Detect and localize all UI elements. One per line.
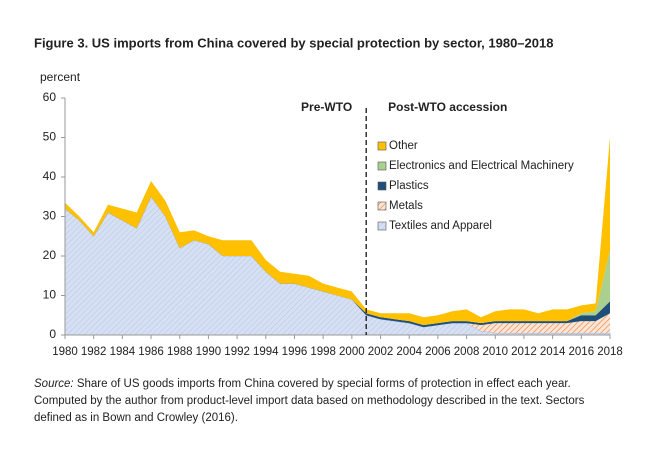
- legend-label: Metals: [389, 200, 423, 212]
- x-tick-label: 1992: [224, 346, 250, 358]
- y-tick-label: 60: [43, 90, 57, 104]
- x-tick-label: 2006: [425, 346, 451, 358]
- legend-swatch: [377, 181, 387, 191]
- legend-swatch: [377, 141, 387, 151]
- x-tick-label: 1988: [167, 346, 193, 358]
- x-tick-label: 1982: [81, 346, 107, 358]
- y-tick-label: 40: [43, 169, 57, 183]
- source-note: Source: Share of US goods imports from C…: [34, 376, 614, 427]
- y-tick-label: 0: [49, 327, 56, 341]
- x-tick-label: 2012: [511, 346, 537, 358]
- y-tick-label: 50: [43, 130, 57, 144]
- chart: Figure 3. US imports from China covered …: [34, 35, 623, 358]
- x-tick-label: 2008: [454, 346, 480, 358]
- y-tick-label: 20: [43, 248, 57, 262]
- x-tick-label: 2004: [396, 346, 422, 358]
- x-tick-label: 1986: [138, 346, 164, 358]
- legend-label: Textiles and Apparel: [389, 220, 492, 232]
- legend-label: Electronics and Electrical Machinery: [389, 160, 574, 172]
- legend-label: Plastics: [389, 180, 429, 192]
- x-tick-label: 1990: [196, 346, 222, 358]
- source-text: Share of US goods imports from China cov…: [34, 378, 585, 424]
- x-tick-label: 2002: [368, 346, 394, 358]
- legend-swatch: [377, 201, 387, 211]
- x-tick-label: 2016: [569, 346, 595, 358]
- area: [65, 137, 610, 326]
- legend-swatch: [377, 221, 387, 231]
- x-tick-label: 2000: [339, 346, 365, 358]
- chart-title: Figure 3. US imports from China covered …: [34, 35, 553, 50]
- annotation: Post-WTO accession: [388, 100, 507, 114]
- x-tick-label: 1994: [253, 346, 279, 358]
- y-tick-label: 30: [43, 209, 57, 223]
- y-tick-label: 10: [43, 288, 57, 302]
- x-tick-label: 2018: [597, 346, 623, 358]
- x-tick-label: 1980: [52, 346, 78, 358]
- y-axis-label: percent: [40, 70, 81, 84]
- legend-label: Other: [389, 140, 418, 152]
- x-tick-label: 1996: [282, 346, 308, 358]
- legend-swatch: [377, 161, 387, 171]
- x-tick-label: 2014: [540, 346, 566, 358]
- annotation: Pre-WTO: [301, 100, 352, 114]
- x-tick-label: 1998: [310, 346, 336, 358]
- source-label: Source:: [34, 378, 74, 390]
- x-tick-label: 1984: [110, 346, 136, 358]
- x-tick-label: 2010: [482, 346, 508, 358]
